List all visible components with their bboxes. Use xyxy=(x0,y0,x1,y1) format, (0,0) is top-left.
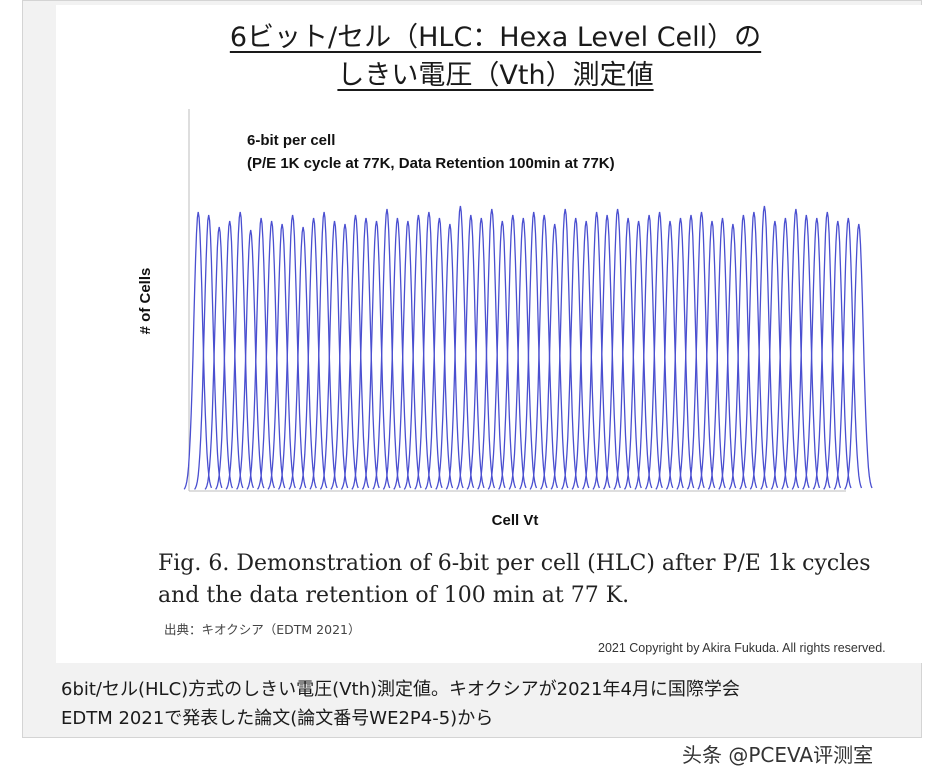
figure-caption-line2: and the data retention of 100 min at 77 … xyxy=(158,583,630,608)
distribution-curve-23 xyxy=(414,211,443,490)
distribution-curve-1 xyxy=(183,211,213,490)
distribution-curve-63 xyxy=(833,217,863,490)
distribution-curve-13 xyxy=(309,211,338,490)
distribution-curve-58 xyxy=(781,208,810,490)
distribution-curve-21 xyxy=(393,220,422,490)
chart-title-line2: (P/E 1K cycle at 77K, Data Retention 100… xyxy=(247,155,615,172)
distribution-curve-31 xyxy=(498,214,527,490)
chart-title-line1: 6-bit per cell xyxy=(247,132,335,149)
watermark: 头条 @PCEVA评测室 xyxy=(682,743,874,767)
distribution-curve-22 xyxy=(403,214,433,490)
distribution-curve-19 xyxy=(372,208,401,490)
distribution-curve-51 xyxy=(707,217,737,490)
figure-caption: Fig. 6. Demonstration of 6-bit per cell … xyxy=(158,548,918,612)
distribution-curve-7 xyxy=(246,217,276,490)
distribution-curve-26 xyxy=(445,205,475,490)
photo-caption: 6bit/セル(HLC)方式のしきい電圧(Vth)測定値。キオクシアが2021年… xyxy=(61,675,931,733)
slide-title-line2: しきい電圧（Vth）測定値 xyxy=(337,60,654,91)
vth-distribution-chart: 6-bit per cell (P/E 1K cycle at 77K, Dat… xyxy=(137,109,873,529)
distribution-curve-32 xyxy=(508,217,538,490)
distribution-curve-50 xyxy=(697,220,726,490)
y-axis-label: # of Cells xyxy=(137,268,154,335)
distribution-curve-36 xyxy=(550,208,580,490)
distribution-curve-6 xyxy=(236,229,265,490)
distribution-curve-3 xyxy=(204,226,234,490)
distribution-curve-41 xyxy=(602,208,632,490)
distribution-curve-15 xyxy=(330,223,359,490)
distribution-curve-33 xyxy=(519,211,548,490)
distribution-curve-20 xyxy=(382,217,412,490)
distribution-curve-37 xyxy=(561,217,590,490)
distribution-curve-38 xyxy=(571,220,601,490)
slide: 6ビット/セル（HLC：Hexa Level Cell）の しきい電圧（Vth）… xyxy=(56,5,935,663)
slide-title: 6ビット/セル（HLC：Hexa Level Cell）の しきい電圧（Vth）… xyxy=(56,19,935,95)
distribution-curve-27 xyxy=(456,214,485,490)
distribution-curve-4 xyxy=(215,220,244,490)
distribution-curve-54 xyxy=(739,211,768,490)
distribution-curve-14 xyxy=(319,220,349,490)
distribution-curve-47 xyxy=(665,217,695,490)
distribution-curve-25 xyxy=(435,223,464,490)
distribution-curve-52 xyxy=(718,223,747,490)
x-axis-label: Cell Vt xyxy=(492,512,539,529)
distribution-curve-24 xyxy=(424,217,454,490)
distribution-curve-59 xyxy=(791,214,821,490)
distribution-curve-56 xyxy=(760,220,789,490)
distribution-curve-55 xyxy=(749,205,779,490)
distribution-curve-49 xyxy=(686,211,716,490)
distribution-curve-62 xyxy=(823,220,852,490)
distribution-curve-45 xyxy=(644,211,674,490)
distribution-curve-64 xyxy=(844,223,873,490)
distribution-curve-17 xyxy=(351,217,380,490)
distribution-curve-16 xyxy=(340,214,370,490)
distribution-curve-57 xyxy=(770,217,800,490)
distribution-curve-34 xyxy=(529,214,559,490)
distribution-curve-42 xyxy=(613,217,642,490)
distribution-curve-53 xyxy=(728,214,758,490)
distribution-curve-9 xyxy=(267,223,296,490)
photo-caption-line1: 6bit/セル(HLC)方式のしきい電圧(Vth)測定値。キオクシアが2021年… xyxy=(61,679,740,700)
distribution-curves xyxy=(183,205,873,490)
article-image-card: 6ビット/セル（HLC：Hexa Level Cell）の しきい電圧（Vth）… xyxy=(22,0,935,738)
distribution-curve-44 xyxy=(634,214,663,490)
distribution-curve-46 xyxy=(655,220,684,490)
distribution-curve-18 xyxy=(361,220,391,490)
distribution-curve-5 xyxy=(225,211,255,490)
distribution-curve-39 xyxy=(582,211,611,490)
distribution-curve-61 xyxy=(812,211,842,490)
distribution-curve-40 xyxy=(592,214,621,490)
distribution-curve-8 xyxy=(256,220,286,490)
distribution-curve-60 xyxy=(802,217,831,490)
figure-caption-line1: Fig. 6. Demonstration of 6-bit per cell … xyxy=(158,551,871,576)
photo-caption-line2: EDTM 2021で発表した論文(論文番号WE2P4-5)から xyxy=(61,708,494,729)
slide-title-line1: 6ビット/セル（HLC：Hexa Level Cell）の xyxy=(229,22,762,53)
copyright-note: 2021 Copyright by Akira Fukuda. All righ… xyxy=(598,641,886,655)
distribution-curve-29 xyxy=(477,208,506,490)
distribution-curve-35 xyxy=(540,223,569,490)
source-note: 出典：キオクシア（EDTM 2021） xyxy=(164,622,361,637)
distribution-curve-43 xyxy=(623,220,653,490)
distribution-curve-30 xyxy=(487,220,517,490)
distribution-curve-11 xyxy=(288,226,317,490)
distribution-curve-48 xyxy=(676,214,705,490)
distribution-curve-12 xyxy=(298,217,328,490)
distribution-curve-28 xyxy=(466,217,496,490)
distribution-curve-2 xyxy=(194,214,223,490)
distribution-curve-10 xyxy=(277,214,307,490)
